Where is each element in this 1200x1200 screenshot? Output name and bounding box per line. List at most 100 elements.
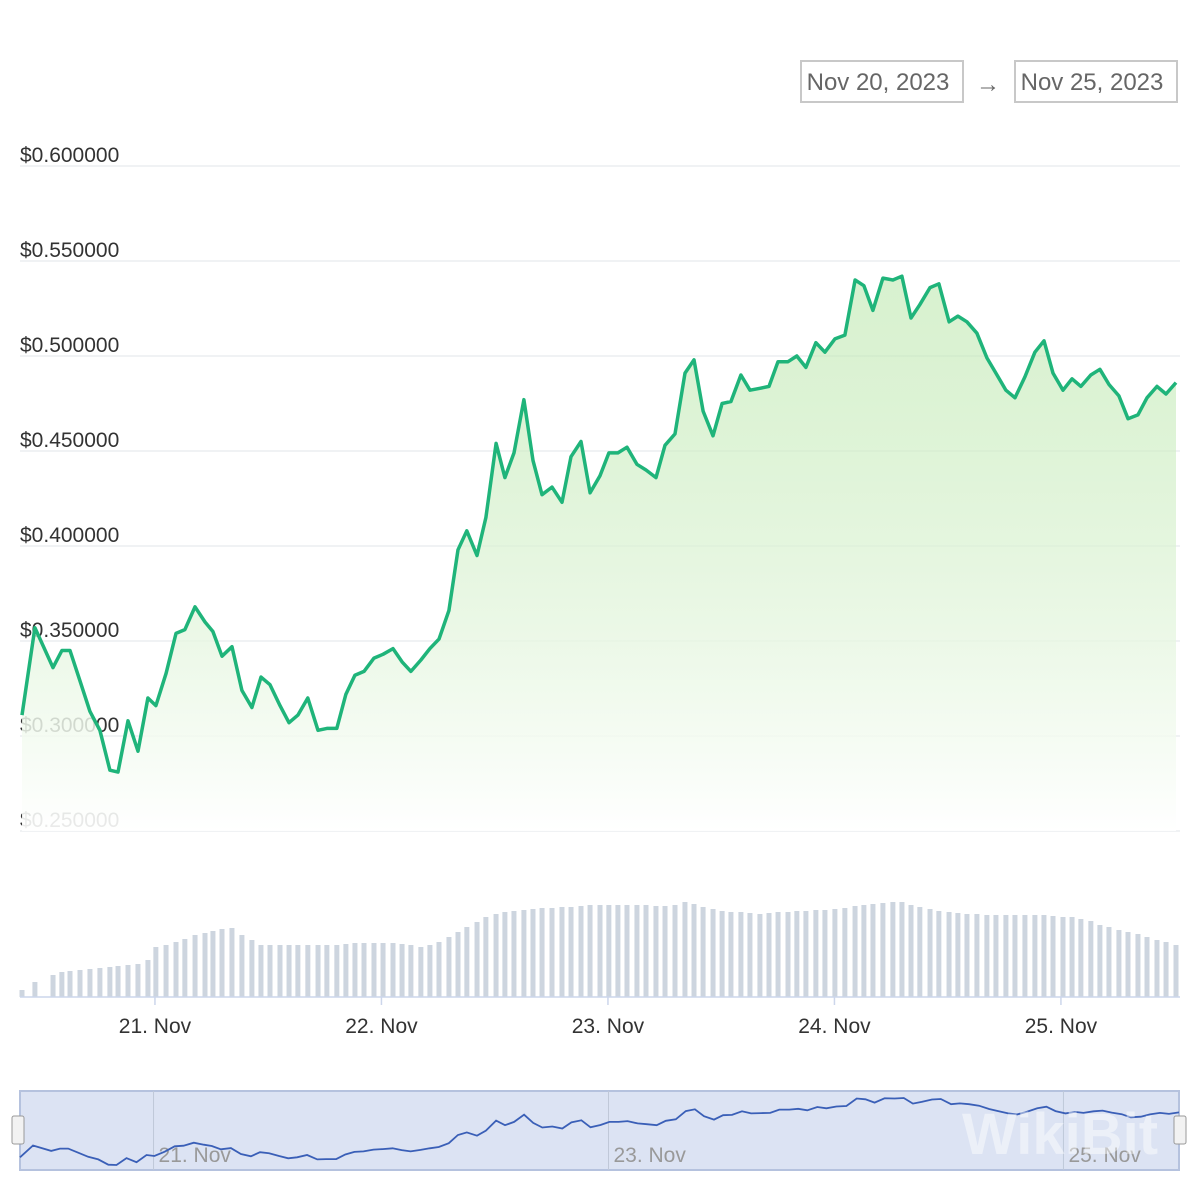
volume-bar	[192, 935, 198, 997]
x-tick-label: 25. Nov	[1025, 1015, 1098, 1038]
volume-bar	[1078, 919, 1084, 997]
volume-bar	[1003, 915, 1009, 997]
volume-bar	[145, 960, 151, 997]
volume-bar	[1135, 934, 1141, 997]
volume-bar	[757, 914, 763, 997]
volume-bar	[352, 943, 358, 997]
volume-bar	[785, 912, 791, 997]
volume-bar	[719, 911, 725, 997]
volume-bar	[464, 927, 470, 997]
navigator-handle-left[interactable]	[11, 1115, 25, 1145]
volume-bar	[775, 912, 781, 997]
volume-bar	[115, 966, 121, 997]
volume-bar	[908, 905, 914, 997]
volume-bar	[493, 914, 499, 997]
volume-bar	[578, 906, 584, 997]
volume-bar	[32, 982, 38, 997]
volume-bar	[1144, 937, 1150, 997]
volume-bar	[305, 945, 311, 997]
volume-bar	[446, 937, 452, 997]
volume-bar	[832, 909, 838, 997]
volume-bar	[286, 945, 292, 997]
y-tick-label: $0.450000	[20, 429, 119, 452]
volume-bar	[277, 945, 283, 997]
volume-bar	[643, 905, 649, 997]
volume-bar	[107, 967, 113, 997]
y-tick-label: $0.500000	[20, 334, 119, 357]
volume-bar	[371, 943, 377, 997]
volume-bar	[77, 970, 83, 997]
volume-bar	[258, 945, 264, 997]
navigator-handle-right[interactable]	[1173, 1115, 1187, 1145]
volume-bar	[1116, 930, 1122, 997]
volume-bar	[1106, 927, 1112, 997]
volume-bar	[955, 913, 961, 997]
volume-bar	[334, 945, 340, 997]
navigator-tick-label: 25. Nov	[1068, 1144, 1141, 1167]
volume-bar	[408, 945, 414, 997]
range-start[interactable]: Nov 20, 2023	[807, 69, 950, 96]
y-tick-label: $0.600000	[20, 144, 119, 167]
volume-bar	[502, 912, 508, 997]
volume-bar	[559, 907, 565, 997]
volume-bar	[87, 969, 93, 997]
volume-panel: 21. Nov 22. Nov 23. Nov 24. Nov 25. Nov	[19, 902, 1180, 1038]
volume-bar	[747, 913, 753, 997]
volume-bar	[521, 910, 527, 997]
navigator[interactable]: 21. Nov 23. Nov 25. Nov	[19, 1090, 1180, 1171]
volume-bar	[427, 945, 433, 997]
volume-bar	[568, 907, 574, 997]
volume-bar	[624, 905, 630, 997]
volume-bar	[700, 907, 706, 997]
navigator-window[interactable]	[19, 1090, 1180, 1171]
volume-bar	[50, 975, 56, 997]
volume-bar	[549, 908, 555, 997]
x-tick-label: 21. Nov	[119, 1015, 192, 1038]
volume-bar	[615, 905, 621, 997]
volume-bar	[361, 943, 367, 997]
volume-bar	[1125, 932, 1131, 997]
volume-bar	[984, 915, 990, 997]
volume-bar	[1041, 915, 1047, 997]
volume-bar	[946, 912, 952, 997]
volume-bar	[239, 935, 245, 997]
volume-bar	[390, 943, 396, 997]
volume-bar	[766, 913, 772, 997]
range-start-box[interactable]	[800, 60, 964, 103]
volume-bar	[1154, 940, 1160, 997]
volume-bar	[315, 945, 321, 997]
volume-bar	[163, 945, 169, 997]
volume-bar	[803, 911, 809, 997]
volume-bar	[728, 912, 734, 997]
range-end-box[interactable]	[1014, 60, 1178, 103]
volume-bar	[890, 902, 896, 997]
volume-bar	[861, 905, 867, 997]
volume-bar	[936, 911, 942, 997]
volume-bar	[852, 906, 858, 997]
volume-bar	[1173, 945, 1179, 997]
volume-bar	[324, 945, 330, 997]
volume-bar	[229, 928, 235, 997]
volume-bar	[653, 906, 659, 997]
volume-bar	[539, 908, 545, 997]
volume-bar	[530, 909, 536, 997]
volume-bar	[917, 907, 923, 997]
volume-bar	[135, 964, 141, 997]
range-end[interactable]: Nov 25, 2023	[1021, 69, 1164, 96]
volume-bar	[662, 906, 668, 997]
y-tick-label: $0.400000	[20, 524, 119, 547]
volume-bar	[219, 929, 225, 997]
volume-bar	[474, 922, 480, 997]
volume-bar	[202, 933, 208, 997]
price-line	[20, 274, 1178, 774]
volume-bar	[19, 990, 25, 997]
volume-bar	[173, 942, 179, 997]
volume-bar	[682, 902, 688, 997]
volume-bar	[1032, 915, 1038, 997]
volume-bar	[738, 912, 744, 997]
volume-bar	[267, 945, 273, 997]
x-tick-label: 22. Nov	[345, 1015, 418, 1038]
volume-bar	[295, 945, 301, 997]
volume-bar	[380, 943, 386, 997]
navigator-line	[19, 1097, 1180, 1166]
